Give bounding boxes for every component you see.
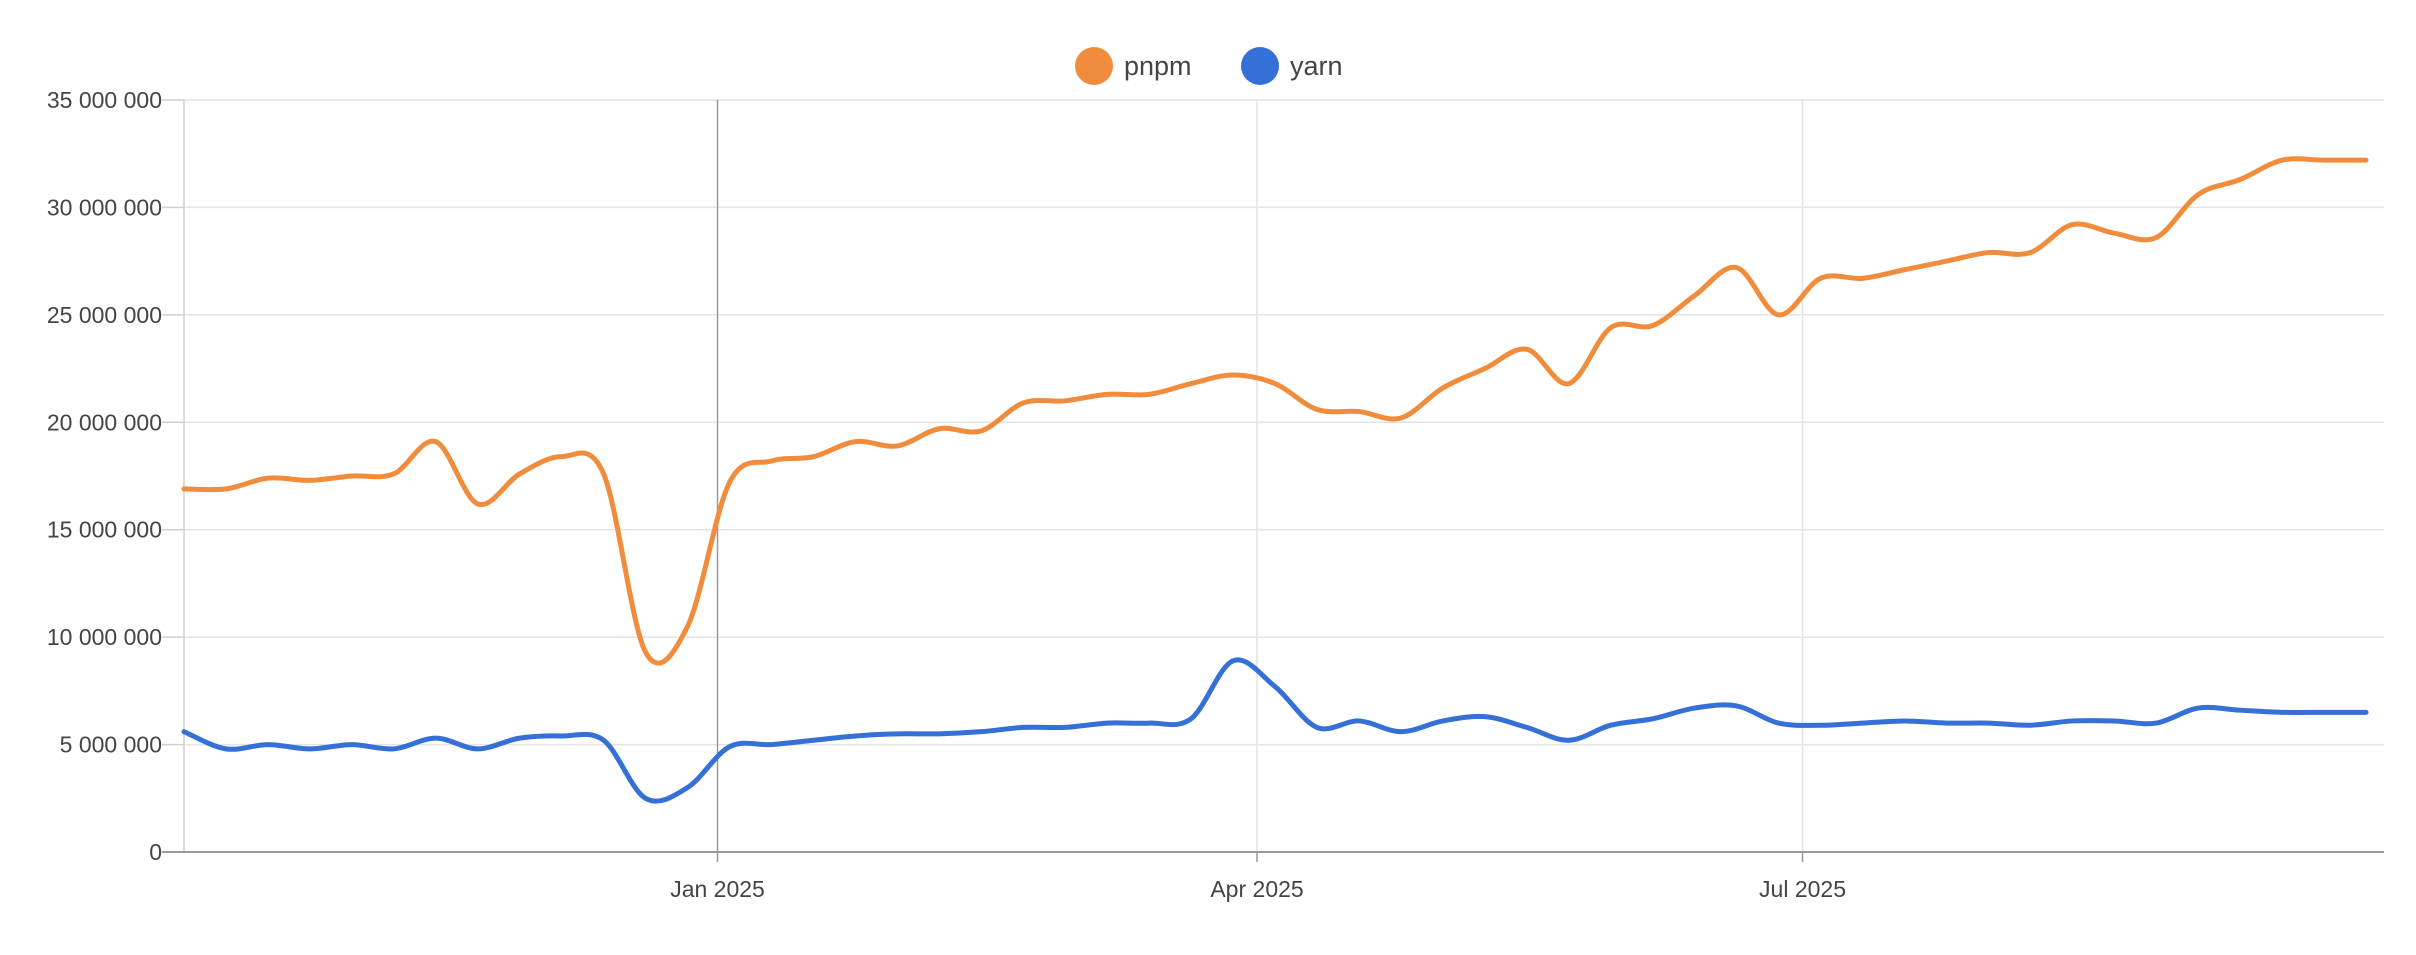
legend-label: yarn xyxy=(1290,51,1343,81)
y-tick-label: 15 000 000 xyxy=(47,517,162,543)
legend-label: pnpm xyxy=(1124,51,1192,81)
y-tick-label: 0 xyxy=(149,839,162,865)
x-tick-label: Apr 2025 xyxy=(1210,876,1303,902)
legend-item-yarn[interactable]: yarn xyxy=(1241,47,1343,85)
legend: pnpm yarn xyxy=(1075,47,1343,85)
series-lines xyxy=(181,156,2369,804)
legend-swatch xyxy=(1075,47,1113,85)
x-tick-label: Jul 2025 xyxy=(1759,876,1846,902)
legend-swatch xyxy=(1241,47,1279,85)
series-line-yarn xyxy=(181,657,2369,804)
series-line-pnpm xyxy=(181,156,2369,666)
y-tick-label: 20 000 000 xyxy=(47,409,162,435)
y-tick-label: 25 000 000 xyxy=(47,302,162,328)
legend-item-pnpm[interactable]: pnpm xyxy=(1075,47,1192,85)
grid-lines xyxy=(184,99,2384,852)
y-tick-label: 10 000 000 xyxy=(47,624,162,650)
axes: 0 5 000 000 10 000 000 15 000 000 20 000 000… xyxy=(47,87,2384,902)
y-tick-label: 30 000 000 xyxy=(47,194,162,220)
y-tick-label: 35 000 000 xyxy=(47,87,162,113)
y-tick-label: 5 000 000 xyxy=(60,732,162,758)
x-tick-label: Jan 2025 xyxy=(670,876,765,902)
